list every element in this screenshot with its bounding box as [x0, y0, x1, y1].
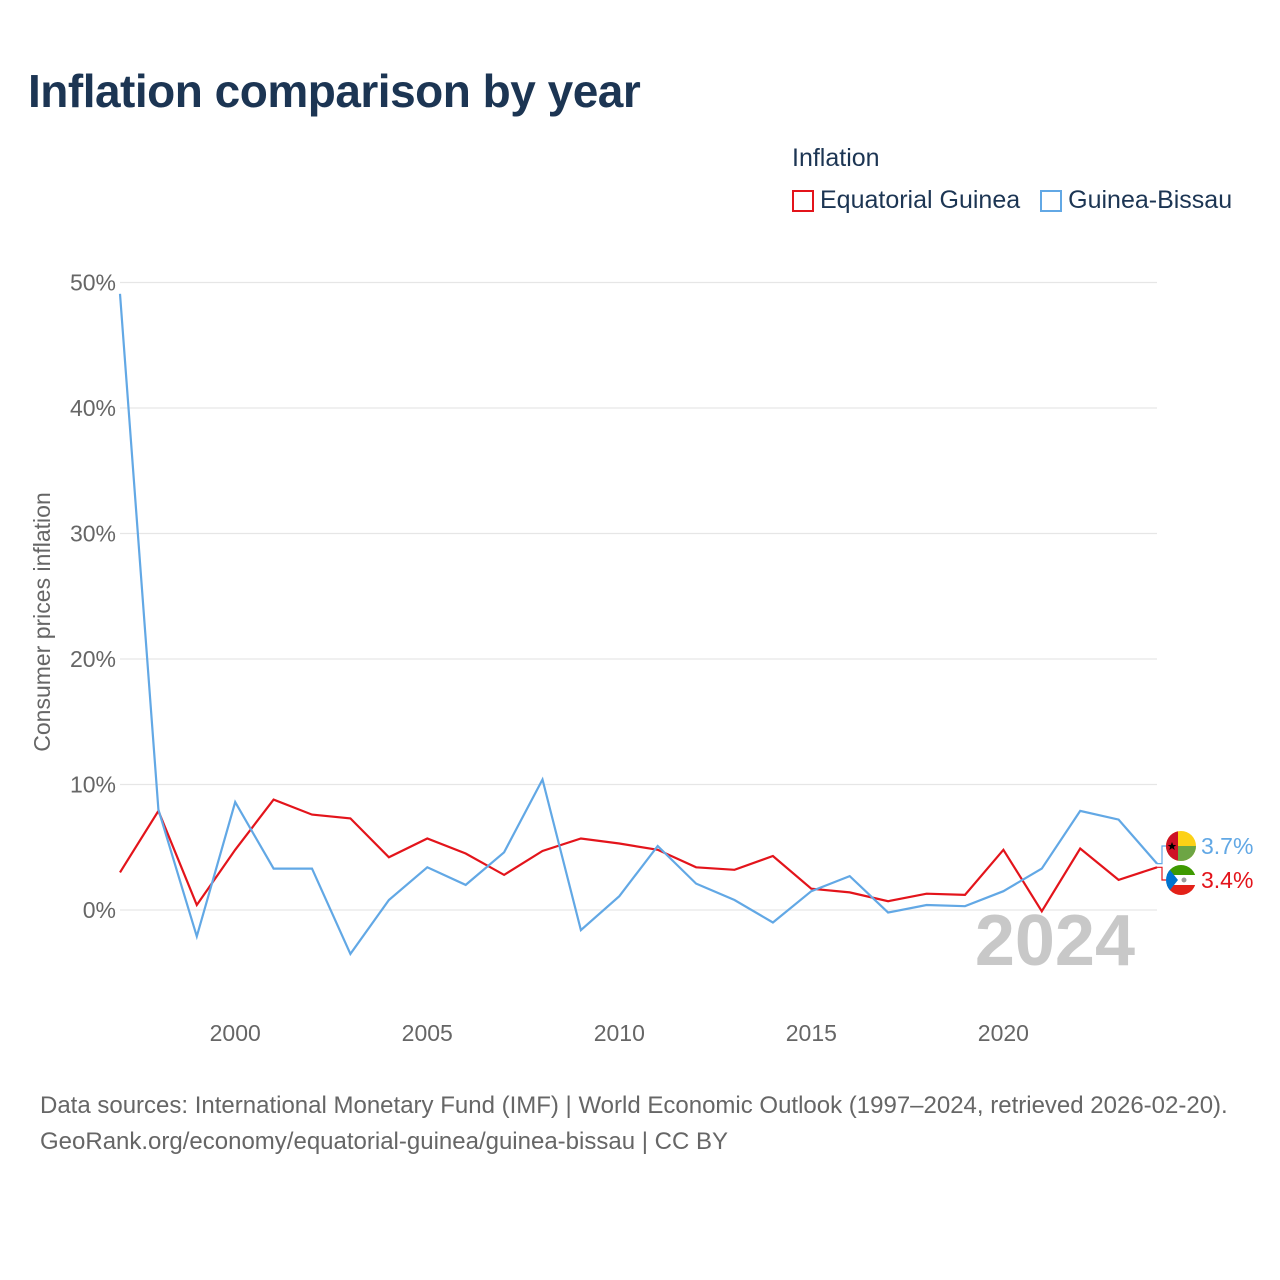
series-line-guinea-bissau — [118, 293, 1158, 957]
x-tick-label: 2000 — [210, 1020, 261, 1046]
y-tick-label: 50% — [70, 270, 116, 296]
georank-link[interactable]: GeoRank.org/economy/equatorial-guinea/gu… — [40, 1128, 728, 1155]
y-tick-label: 20% — [70, 646, 116, 672]
guinea-bissau-flag-icon — [1166, 831, 1196, 861]
legend-label-equatorial-guinea: Equatorial Guinea — [820, 186, 1021, 214]
x-tick-label: 2010 — [594, 1020, 645, 1046]
chart-title: Inflation comparison by year — [28, 65, 641, 117]
end-label-connector-guinea-bissau — [1157, 845, 1166, 865]
legend-item-guinea-bissau[interactable]: Guinea-Bissau — [1040, 186, 1232, 215]
equatorial-guinea-flag-icon — [1166, 865, 1196, 895]
end-label-connector-equatorial-guinea — [1157, 866, 1166, 881]
y-tick-label: 40% — [70, 395, 116, 421]
legend: Equatorial Guinea Guinea-Bissau — [792, 186, 1232, 215]
y-tick-label: 0% — [83, 897, 116, 923]
legend-swatch-guinea-bissau — [1040, 189, 1063, 212]
series-line-equatorial-guinea — [119, 798, 1158, 914]
x-tick-label: 2005 — [402, 1020, 453, 1046]
data-sources-text: Data sources: International Monetary Fun… — [40, 1092, 1228, 1119]
legend-title: Inflation — [792, 144, 880, 172]
legend-swatch-equatorial-guinea — [792, 189, 814, 212]
legend-label-guinea-bissau: Guinea-Bissau — [1068, 186, 1233, 214]
y-tick-label: 10% — [70, 772, 116, 798]
legend-item-equatorial-guinea[interactable]: Equatorial Guinea — [792, 186, 1020, 215]
end-value-label-guinea-bissau: 3.7% — [1201, 833, 1253, 859]
x-tick-label: 2015 — [786, 1020, 837, 1046]
data-source-footer: Data sources: International Monetary Fun… — [40, 1088, 1250, 1160]
x-tick-label: 2020 — [978, 1020, 1029, 1046]
y-tick-label: 30% — [70, 521, 116, 547]
end-value-label-equatorial-guinea: 3.4% — [1201, 867, 1253, 893]
y-axis-title: Consumer prices inflation — [29, 492, 55, 752]
year-watermark: 2024 — [975, 901, 1135, 981]
